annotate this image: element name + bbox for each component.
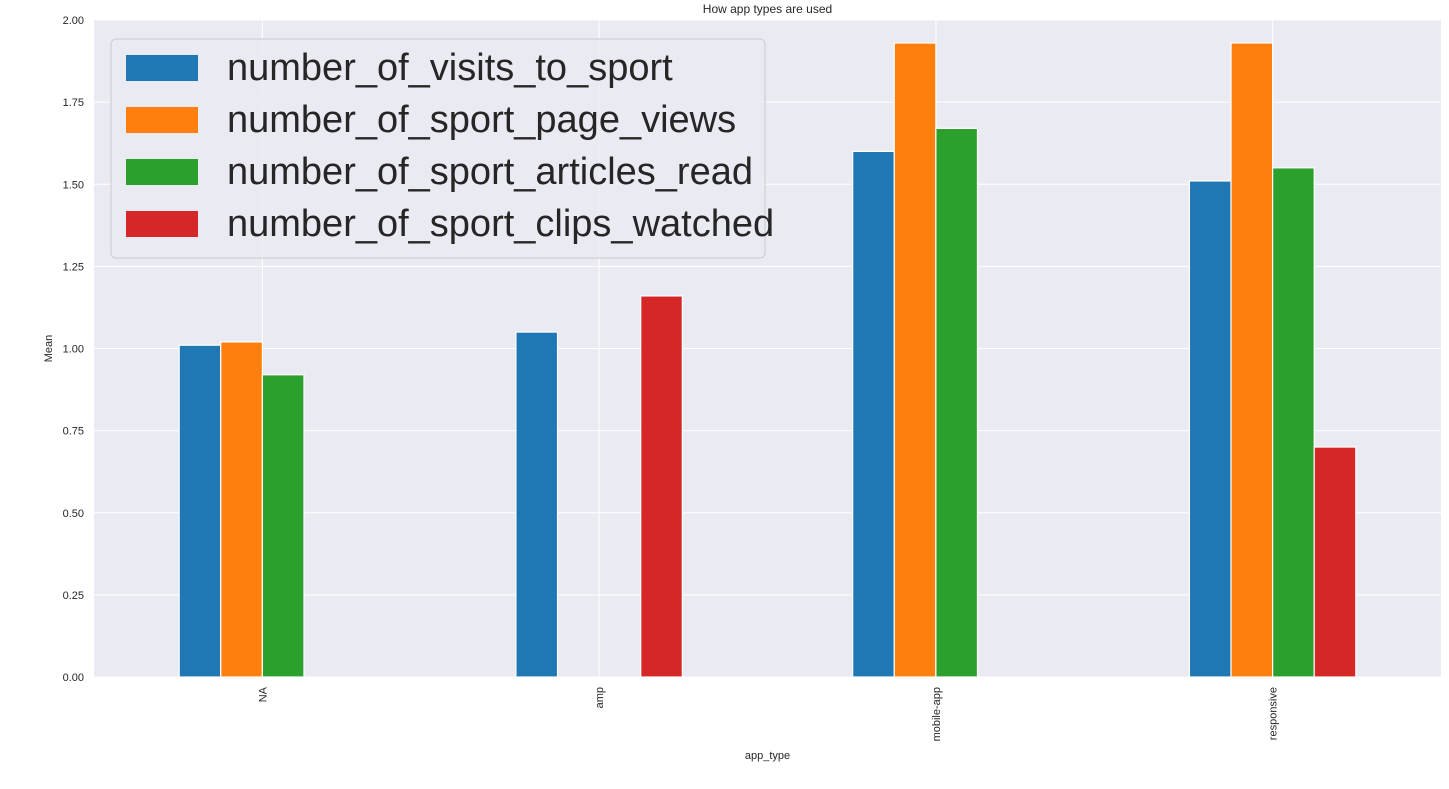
x-tick-label: responsive	[1268, 687, 1280, 740]
y-tick-label: 1.25	[63, 261, 84, 273]
chart-title: How app types are used	[703, 2, 832, 16]
legend-frame	[110, 38, 766, 259]
legend-swatch	[126, 107, 198, 133]
bar-number_of_visits_to_sport	[515, 331, 559, 678]
x-axis-label: app_type	[745, 750, 790, 762]
y-tick-label: 1.75	[63, 97, 84, 109]
bar-number_of_sport_articles_read	[935, 127, 979, 678]
y-tick-label: 1.00	[63, 344, 84, 356]
legend-swatch	[126, 211, 198, 237]
y-tick-labels: 0.00 0.25 0.50 0.75 1.00 1.25 1.50 1.75 2.00	[63, 15, 84, 684]
bar-number_of_visits_to_sport	[178, 344, 222, 678]
x-tick-label: amp	[594, 687, 606, 708]
legend-swatch	[126, 159, 198, 185]
bar-number_of_sport_articles_read	[1272, 167, 1315, 678]
y-tick-label: 2.00	[63, 15, 84, 27]
y-axis-label: Mean	[43, 335, 55, 363]
legend-label: number_of_sport_articles_read	[227, 151, 753, 193]
bar-number_of_sport_page_views	[1230, 42, 1274, 678]
bar-number_of_sport_page_views	[220, 341, 263, 678]
legend: number_of_visits_to_sport number_of_sport…	[110, 38, 774, 259]
legend-label: number_of_sport_clips_watched	[227, 203, 774, 245]
legend-label: number_of_visits_to_sport	[227, 47, 673, 89]
bar-number_of_sport_clips_watched	[1313, 446, 1357, 678]
y-tick-label: 1.50	[63, 179, 84, 191]
x-tick-label: NA	[257, 686, 269, 702]
bars	[178, 42, 1357, 678]
bar-number_of_sport_clips_watched	[640, 295, 683, 678]
y-tick-label: 0.25	[63, 590, 84, 602]
y-tick-label: 0.75	[63, 426, 84, 438]
bar-number_of_sport_page_views	[893, 42, 937, 678]
bar-number_of_visits_to_sport	[852, 150, 895, 678]
bar-number_of_visits_to_sport	[1188, 180, 1232, 678]
y-tick-label: 0.50	[63, 508, 84, 520]
legend-swatch	[126, 55, 198, 81]
x-tick-labels: NA amp mobile-app responsive	[257, 686, 1279, 741]
legend-label: number_of_sport_page_views	[227, 99, 736, 141]
bar-number_of_sport_articles_read	[261, 374, 305, 678]
y-tick-label: 0.00	[63, 672, 84, 684]
x-tick-label: mobile-app	[931, 687, 943, 741]
